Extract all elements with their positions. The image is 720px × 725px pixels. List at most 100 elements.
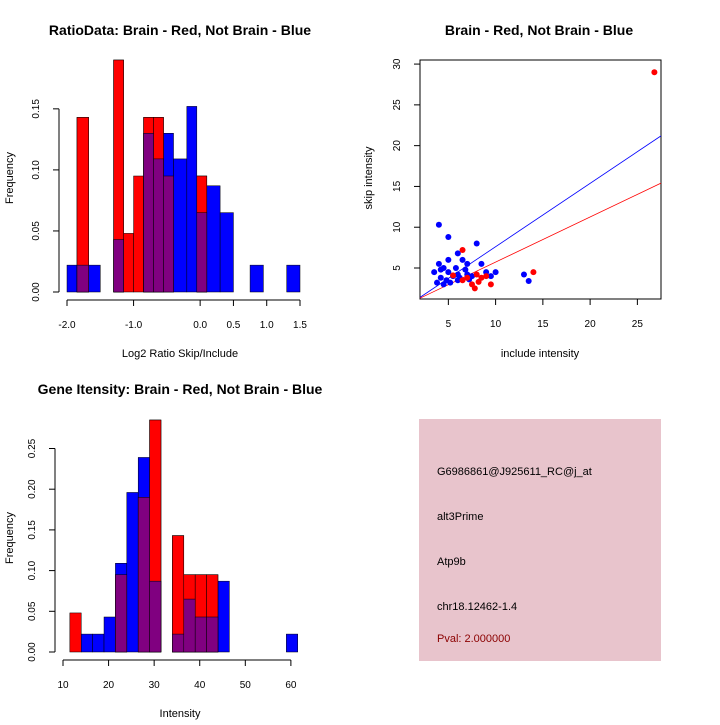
point-blue: [437, 266, 444, 273]
point-red: [483, 273, 490, 280]
point-red: [475, 278, 482, 285]
point-blue: [462, 266, 469, 273]
x-tick-label: 25: [632, 319, 644, 330]
ratio-histogram: RatioData: Brain - Red, Not Brain - Blue…: [4, 22, 311, 360]
y-tick-label: 0.25: [27, 438, 38, 458]
bar-red-0: [69, 612, 82, 653]
point-red: [464, 274, 471, 281]
point-blue: [478, 260, 485, 267]
x-tick-label: 40: [194, 680, 206, 691]
ratio-histogram-title: RatioData: Brain - Red, Not Brain - Blue: [49, 22, 311, 38]
y-tick-label: 0.05: [27, 601, 38, 621]
bar-overlap-4: [143, 133, 154, 293]
fit-line-blue: [419, 135, 662, 298]
bar-blue-0: [80, 633, 93, 653]
y-tick-label: 20: [392, 140, 403, 152]
point-blue: [437, 274, 444, 281]
point-blue: [464, 260, 471, 267]
scatter-title: Brain - Red, Not Brain - Blue: [445, 22, 633, 38]
info-panel-background: [419, 419, 661, 661]
pval-text: Pval: 2.000000: [437, 633, 510, 645]
point-red: [471, 285, 478, 292]
y-tick-label: 10: [392, 221, 403, 233]
intensity-scatter: Brain - Red, Not Brain - Blue include in…: [363, 22, 662, 360]
y-tick-label: 15: [392, 180, 403, 192]
point-red: [473, 271, 480, 278]
bar-blue-0: [66, 264, 78, 293]
bar-overlap-4: [172, 633, 185, 653]
point-blue: [445, 269, 452, 276]
y-tick-label: 0.05: [31, 221, 42, 241]
location-text: chr18.12462-1.4: [437, 601, 517, 613]
y-tick-label: 0.15: [27, 520, 38, 540]
bar-blue-13: [286, 264, 301, 293]
y-tick-label: 0.00: [27, 642, 38, 662]
point-red: [530, 269, 537, 276]
point-blue: [435, 221, 442, 228]
point-blue: [445, 256, 452, 263]
bar-overlap-3: [149, 580, 162, 653]
scatter-xlabel: include intensity: [501, 348, 580, 360]
bar-blue-7: [173, 158, 188, 293]
gene-intensity-histogram: Gene Itensity: Brain - Red, Not Brain - …: [4, 381, 323, 720]
x-tick-label: 20: [585, 319, 597, 330]
bar-blue-4: [126, 492, 139, 653]
bar-blue-12: [249, 264, 264, 293]
x-tick-label: -2.0: [58, 320, 76, 331]
x-tick-label: 10: [490, 319, 502, 330]
point-blue: [452, 265, 459, 272]
y-tick-label: 25: [392, 99, 403, 111]
bar-blue-1: [92, 633, 105, 653]
bar-overlap-1: [115, 574, 128, 653]
gene-name-text: Atp9b: [437, 556, 466, 568]
y-tick-label: 0.15: [31, 99, 42, 119]
ratio-histogram-xlabel: Log2 Ratio Skip/Include: [122, 348, 238, 360]
x-tick-label: 50: [240, 680, 252, 691]
point-red: [450, 272, 457, 279]
point-blue: [459, 256, 466, 263]
bar-blue-2: [103, 616, 116, 653]
bar-blue-2: [88, 264, 101, 293]
bar-overlap-5: [183, 598, 196, 653]
bar-blue-10: [206, 185, 221, 293]
x-tick-label: 60: [285, 680, 297, 691]
point-blue: [473, 240, 480, 247]
bar-blue-12: [286, 633, 298, 653]
x-tick-label: 0.5: [226, 320, 240, 331]
point-blue: [435, 260, 442, 267]
bar-overlap-6: [163, 175, 174, 293]
x-tick-label: 5: [446, 319, 452, 330]
point-red: [651, 69, 658, 76]
gene-intensity-ylabel: Frequency: [4, 512, 16, 564]
x-tick-label: 20: [103, 680, 115, 691]
x-tick-label: 1.5: [293, 320, 307, 331]
bar-overlap-1: [113, 239, 124, 293]
plot-box: [419, 59, 662, 300]
x-tick-label: -1.0: [125, 320, 143, 331]
point-blue: [447, 279, 454, 286]
y-tick-label: 0.10: [31, 160, 42, 180]
bar-blue-11: [219, 212, 234, 293]
y-tick-label: 0.10: [27, 560, 38, 580]
point-blue: [525, 278, 532, 285]
ratio-histogram-ylabel: Frequency: [4, 152, 16, 204]
info-panel: G6986861@J925611_RC@j_at alt3Prime Atp9b…: [419, 419, 661, 661]
bar-overlap-0: [76, 264, 89, 293]
y-tick-label: 0.00: [31, 282, 42, 302]
point-blue: [445, 234, 452, 241]
point-blue: [440, 281, 447, 288]
point-blue: [520, 271, 527, 278]
y-tick-label: 5: [392, 265, 403, 271]
x-tick-label: 10: [57, 680, 69, 691]
point-blue: [487, 273, 494, 280]
bar-blue-8: [186, 106, 198, 293]
y-tick-label: 30: [392, 58, 403, 70]
x-tick-label: 15: [537, 319, 549, 330]
point-blue: [492, 269, 499, 276]
bar-overlap-7: [196, 212, 208, 293]
bar-blue-11: [217, 580, 230, 653]
x-tick-label: 30: [149, 680, 161, 691]
point-blue: [431, 269, 438, 276]
x-tick-label: 1.0: [260, 320, 274, 331]
point-blue: [454, 250, 461, 257]
